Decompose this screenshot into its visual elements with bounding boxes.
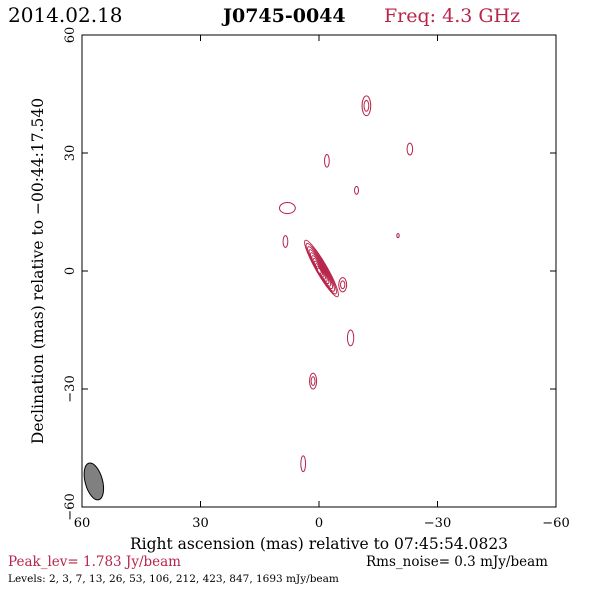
y-tick-label: 30 xyxy=(63,145,78,162)
rms-noise: Rms_noise= 0.3 mJy/beam xyxy=(366,554,548,570)
noise-contour xyxy=(406,142,414,156)
noise-contour xyxy=(338,277,348,293)
source-name: J0745-0044 xyxy=(221,5,346,27)
noise-contour xyxy=(361,95,372,117)
observation-date: 2014.02.18 xyxy=(8,3,123,27)
y-tick-label: −60 xyxy=(63,493,78,520)
beam-ellipse xyxy=(83,462,105,501)
y-axis-label: Declination (mas) relative to −00:44:17.… xyxy=(29,98,47,444)
noise-contour xyxy=(310,376,316,386)
plot-frame xyxy=(81,34,557,508)
noise-contour xyxy=(340,280,346,290)
noise-contour xyxy=(363,99,370,112)
x-tick-label: 60 xyxy=(74,516,91,531)
noise-contour xyxy=(279,202,296,215)
frequency-label: Freq: 4.3 GHz xyxy=(384,5,520,27)
x-tick-label: 30 xyxy=(192,516,209,531)
x-tick-label: −30 xyxy=(424,516,451,531)
x-tick-labels: 60 30 0 −30 −60 xyxy=(74,516,570,531)
contour-levels: Levels: 2, 3, 7, 13, 26, 53, 106, 212, 4… xyxy=(8,573,339,585)
x-tick-label: −60 xyxy=(542,516,569,531)
core-contour xyxy=(316,267,322,275)
plot-area xyxy=(81,34,557,508)
axis-ticks xyxy=(81,34,557,508)
x-axis-label: Right ascension (mas) relative to 07:45:… xyxy=(130,535,508,553)
noise-contour xyxy=(396,233,400,239)
y-tick-label: −30 xyxy=(63,375,78,402)
y-tick-label: 0 xyxy=(63,267,78,275)
y-tick-labels: −60 −30 0 30 60 xyxy=(63,27,78,521)
contour-group xyxy=(279,95,414,473)
noise-contour xyxy=(346,329,355,347)
x-tick-label: 0 xyxy=(315,516,323,531)
noise-contour xyxy=(282,235,289,248)
noise-contour xyxy=(324,154,330,168)
y-tick-label: 60 xyxy=(63,27,78,44)
peak-level: Peak_lev= 1.783 Jy/beam xyxy=(8,554,181,570)
noise-contour xyxy=(354,185,359,195)
noise-contour xyxy=(309,372,318,390)
noise-contour xyxy=(300,455,307,473)
